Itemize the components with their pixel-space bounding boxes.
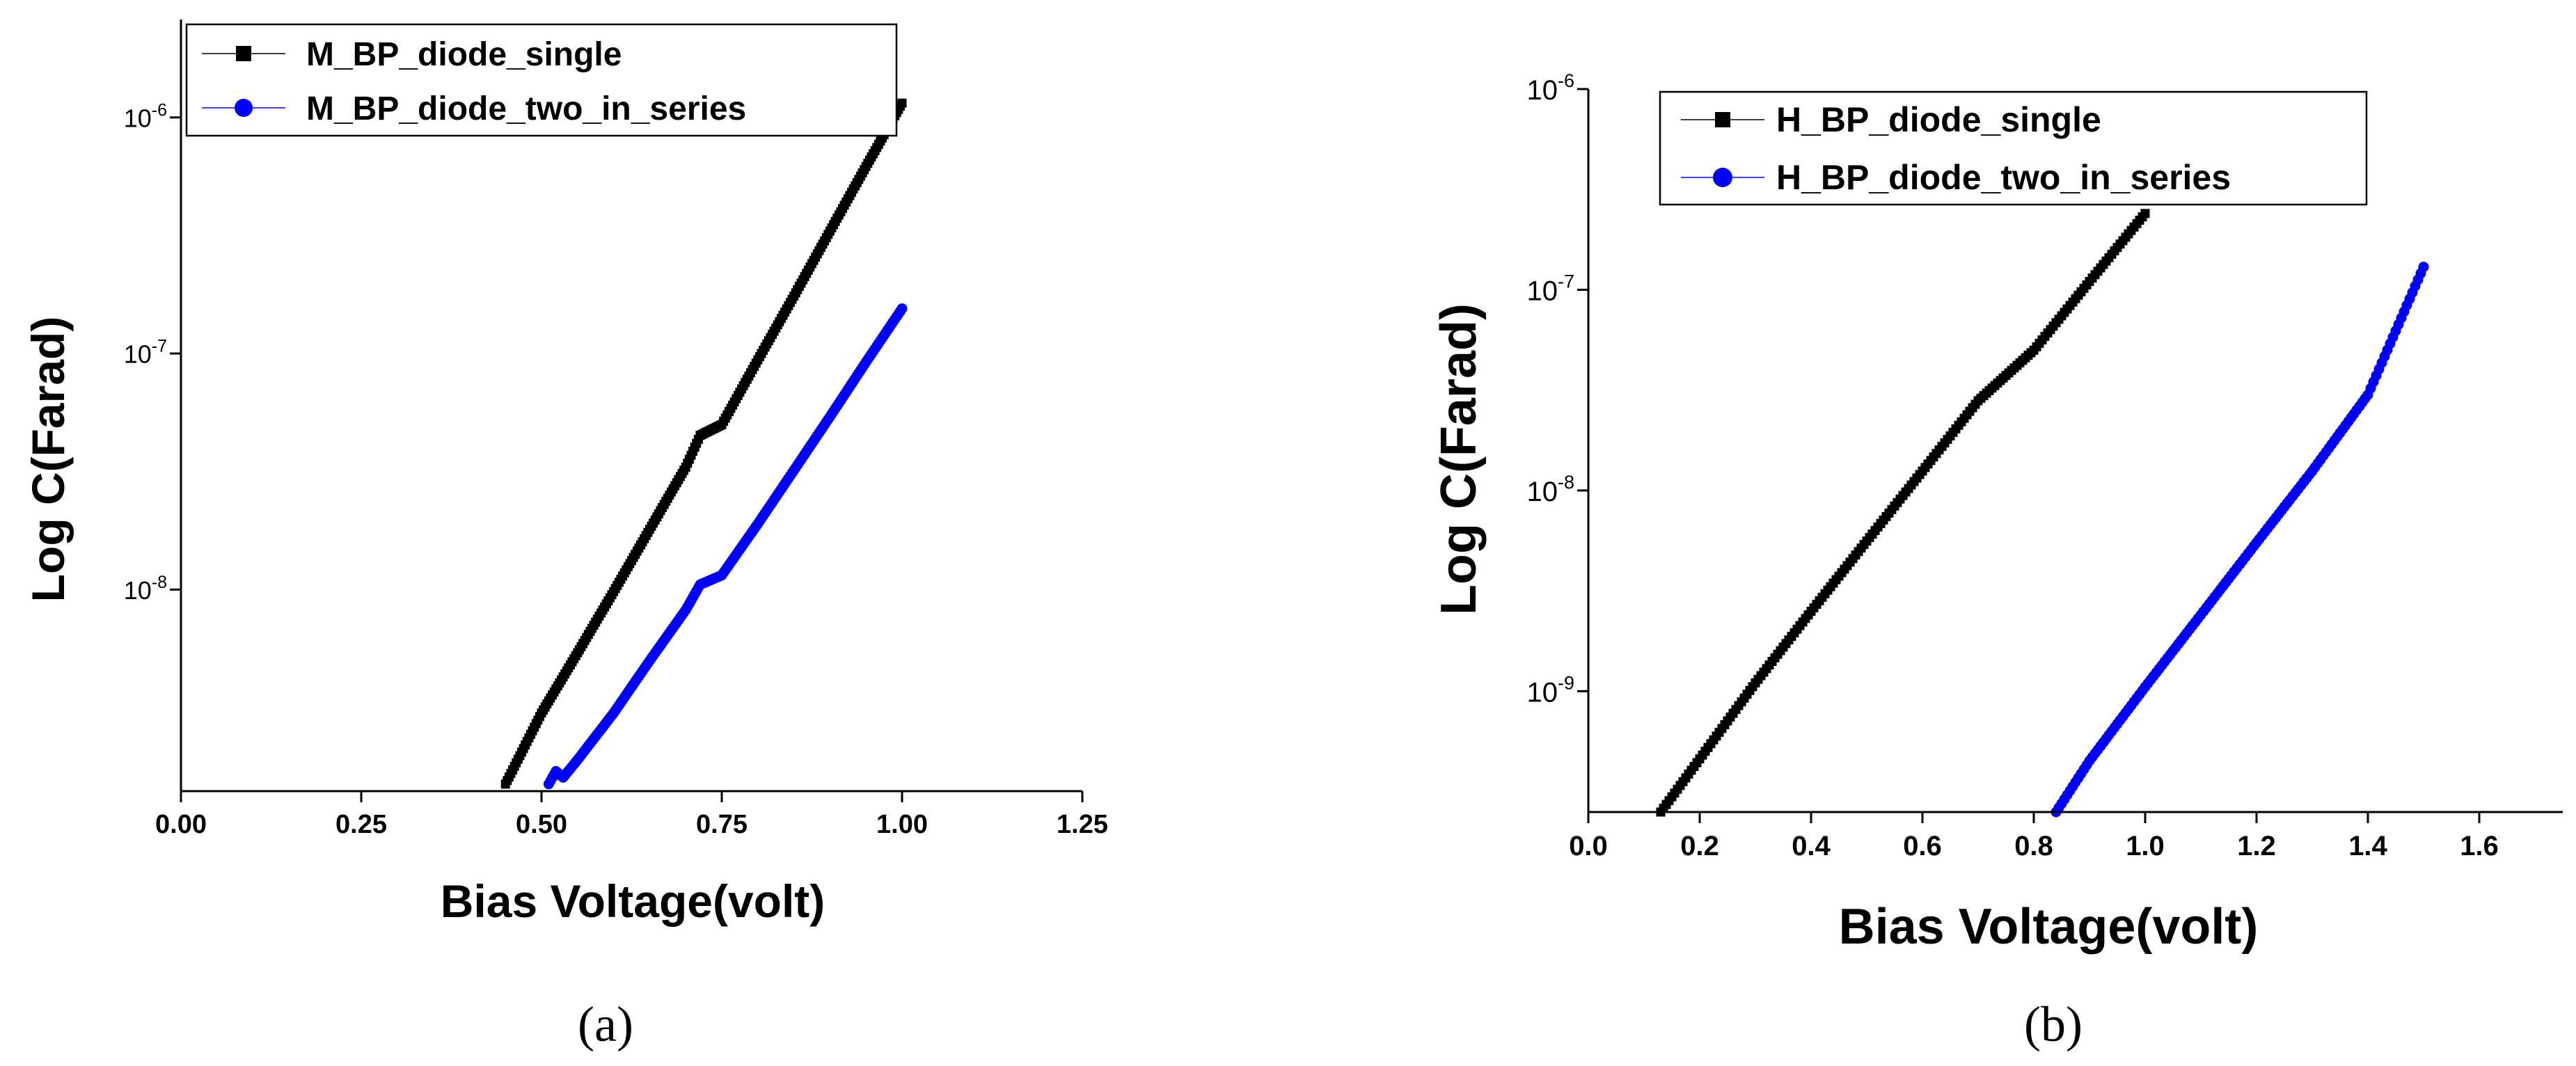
panel-b-x-axis-label: Bias Voltage(volt) xyxy=(1839,899,2259,955)
panel-b-data-point xyxy=(2418,262,2429,273)
panel-a-data-point xyxy=(897,98,907,108)
panel-b-caption: (b) xyxy=(2024,996,2083,1052)
panel-b-legend-marker-series xyxy=(1713,168,1732,187)
panel-b-legend-label-single: H_BP_diode_single xyxy=(1776,100,2101,139)
panel-b-series-markers-0 xyxy=(1656,209,2150,817)
panel-a-plot-area xyxy=(500,98,908,790)
panel-b-x-tick-label: 1.4 xyxy=(2348,831,2387,861)
panel-a-x-tick-label: 1.25 xyxy=(1057,810,1108,839)
panel-b-x-ticks: 0.0 0.2 0.4 0.6 0.8 1.0 1.2 1.4 1.6 xyxy=(1569,812,2499,861)
panel-b-x-tick-label: 0.8 xyxy=(2014,831,2053,861)
panel-a-legend-marker-single xyxy=(236,46,251,61)
panel-a-legend-label-single: M_BP_diode_single xyxy=(306,36,622,73)
panel-b-y-tick-label: 10-6 xyxy=(1526,70,1574,106)
panel-b-y-axis-label: Log C(Farad) xyxy=(1431,303,1487,615)
panel-a-y-ticks: 10-8 10-7 10-6 xyxy=(124,100,181,605)
panel-b-legend-box xyxy=(1659,90,2368,206)
panel-b-y-tick-label: 10-9 xyxy=(1526,673,1574,708)
panel-a-y-tick-label: 10-8 xyxy=(124,573,167,605)
panel-b-legend-marker-single xyxy=(1715,112,1730,127)
panel-a-caption: (a) xyxy=(578,996,633,1052)
panel-a-series-markers-1 xyxy=(543,303,908,790)
panel-b-x-tick-label: 1.2 xyxy=(2237,831,2276,861)
panel-b: 0.0 0.2 0.4 0.6 0.8 1.0 1.2 1.4 1.6 10-9 10-8 10-7… xyxy=(1431,70,2563,1052)
panel-b-x-tick-label: 0.6 xyxy=(1903,831,1942,861)
panel-a-legend-box xyxy=(185,23,898,137)
panel-b-data-point xyxy=(2140,209,2150,218)
panel-a-data-point xyxy=(896,303,908,314)
panel-a-axes xyxy=(180,19,1082,793)
panel-a-legend-label-series: M_BP_diode_two_in_series xyxy=(306,90,746,127)
panel-b-legend-label-series: H_BP_diode_two_in_series xyxy=(1776,158,2231,197)
panel-a-y-tick-label: 10-7 xyxy=(124,337,167,369)
panel-a: 0.00 0.25 0.50 0.75 1.00 1.25 10-8 10-7 10-6 M_… xyxy=(22,19,1108,1052)
panel-b-y-ticks: 10-9 10-8 10-7 10-6 xyxy=(1526,70,1588,708)
panel-b-series-markers-1 xyxy=(2050,262,2429,818)
panel-a-x-tick-label: 0.00 xyxy=(155,810,207,839)
panel-b-x-tick-label: 0.2 xyxy=(1680,831,1719,861)
panel-b-y-tick-label: 10-7 xyxy=(1526,271,1574,307)
panel-a-x-ticks: 0.00 0.25 0.50 0.75 1.00 1.25 xyxy=(155,791,1108,839)
panel-a-x-axis-label: Bias Voltage(volt) xyxy=(441,875,825,927)
panel-a-series-markers-0 xyxy=(500,98,907,789)
panel-b-x-tick-label: 1.0 xyxy=(2126,831,2165,861)
panel-a-x-tick-label: 0.50 xyxy=(516,810,567,839)
panel-a-x-tick-label: 0.25 xyxy=(335,810,387,839)
panel-b-x-tick-label: 0.0 xyxy=(1569,831,1608,861)
panel-b-x-tick-label: 0.4 xyxy=(1792,831,1831,861)
panel-a-x-tick-label: 0.75 xyxy=(696,810,748,839)
panel-a-y-axis-label: Log C(Farad) xyxy=(22,317,74,603)
panel-a-legend: M_BP_diode_single M_BP_diode_two_in_seri… xyxy=(185,23,898,137)
panel-b-plot-area xyxy=(1656,209,2429,818)
panel-b-legend: H_BP_diode_single H_BP_diode_two_in_seri… xyxy=(1659,90,2368,206)
panel-a-legend-marker-series xyxy=(235,99,253,117)
panel-b-x-tick-label: 1.6 xyxy=(2460,831,2499,861)
panel-b-y-tick-label: 10-8 xyxy=(1526,472,1574,507)
panel-a-x-tick-label: 1.00 xyxy=(876,810,928,839)
panel-a-y-tick-label: 10-6 xyxy=(124,100,167,132)
